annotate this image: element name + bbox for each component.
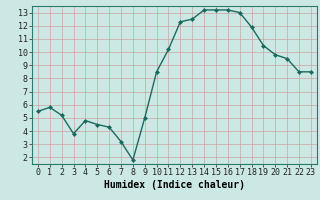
X-axis label: Humidex (Indice chaleur): Humidex (Indice chaleur): [104, 180, 245, 190]
